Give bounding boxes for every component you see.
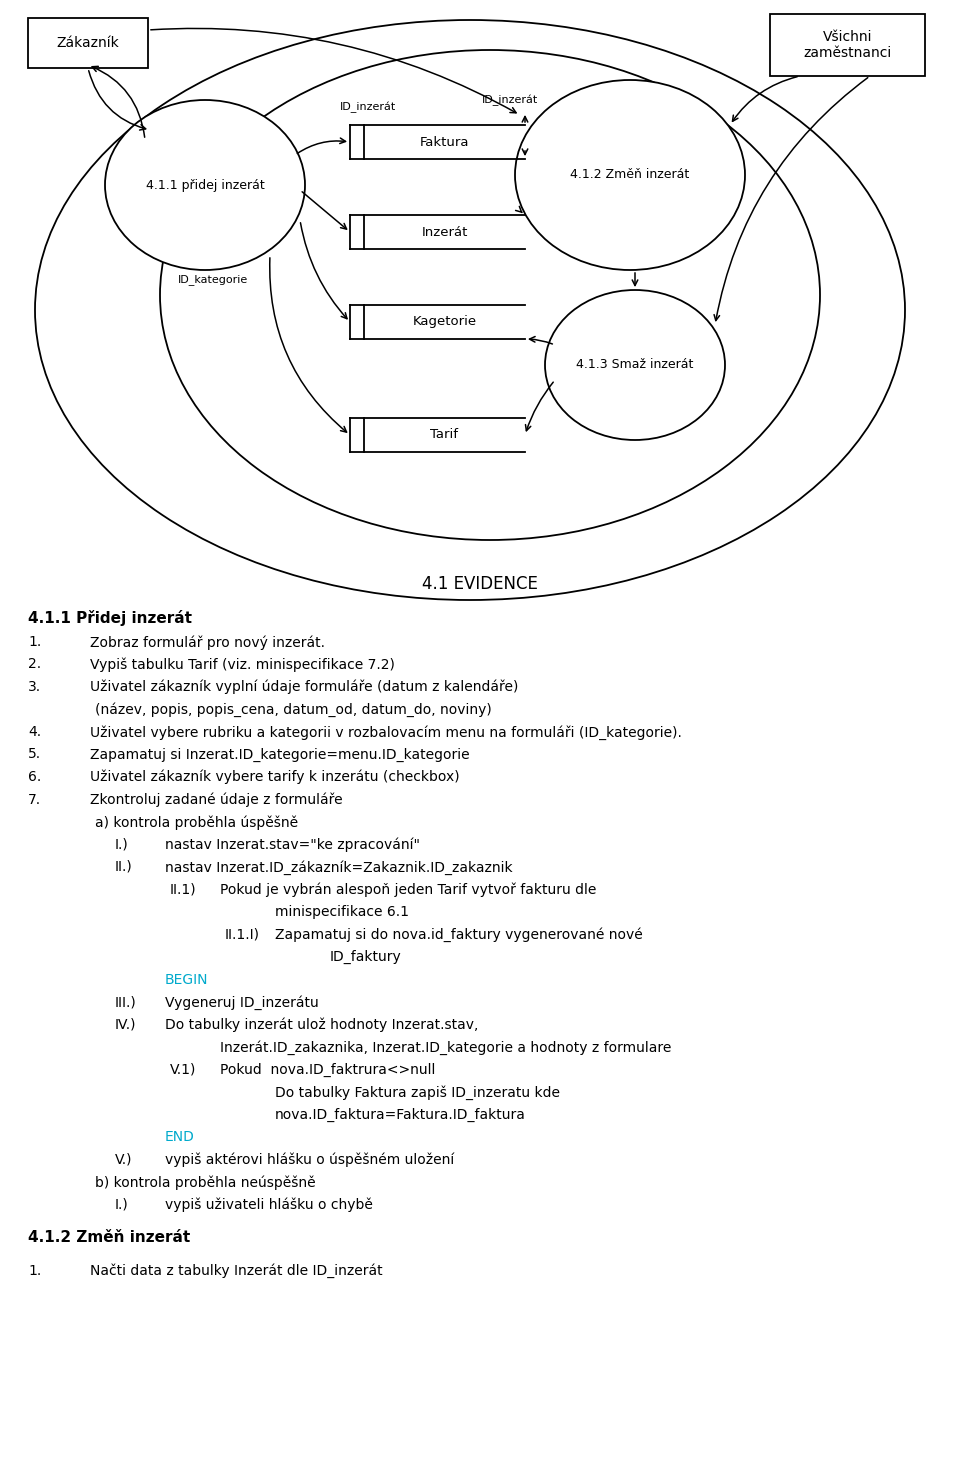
Text: V.): V.) [115, 1152, 132, 1167]
Text: Pokud je vybrán alespoň jeden Tarif vytvoř fakturu dle: Pokud je vybrán alespoň jeden Tarif vytv… [220, 882, 596, 897]
Text: a) kontrola proběhla úspěšně: a) kontrola proběhla úspěšně [95, 815, 299, 830]
Text: IV.): IV.) [115, 1018, 136, 1031]
Text: nova.ID_faktura=Faktura.ID_faktura: nova.ID_faktura=Faktura.ID_faktura [275, 1108, 526, 1121]
Text: minispecifikace 6.1: minispecifikace 6.1 [275, 905, 409, 919]
Ellipse shape [105, 100, 305, 270]
Text: 4.: 4. [28, 725, 41, 738]
Text: 5.: 5. [28, 747, 41, 762]
Text: 1.: 1. [28, 1264, 41, 1278]
Text: END: END [165, 1130, 195, 1145]
Text: vypiš uživateli hlášku o chybě: vypiš uživateli hlášku o chybě [165, 1198, 372, 1213]
Text: III.): III.) [115, 995, 136, 1009]
Text: Faktura: Faktura [420, 136, 469, 149]
Text: 7.: 7. [28, 793, 41, 806]
Text: 4.1 EVIDENCE: 4.1 EVIDENCE [422, 575, 538, 592]
Text: (název, popis, popis_cena, datum_od, datum_do, noviny): (název, popis, popis_cena, datum_od, dat… [95, 703, 492, 718]
Text: Do tabulky Faktura zapiš ID_inzeratu kde: Do tabulky Faktura zapiš ID_inzeratu kde [275, 1086, 560, 1100]
Ellipse shape [515, 80, 745, 270]
Text: II.1): II.1) [170, 882, 197, 897]
Text: Zkontroluj zadané údaje z formuláře: Zkontroluj zadané údaje z formuláře [90, 793, 343, 806]
Bar [770, 13, 925, 75]
Text: 4.1.3 Smaž inzerát: 4.1.3 Smaž inzerát [576, 359, 694, 372]
Text: 3.: 3. [28, 679, 41, 694]
Text: 2.: 2. [28, 657, 41, 672]
Text: ID_kategorie: ID_kategorie [178, 275, 248, 285]
Text: ID_inzerát: ID_inzerát [340, 102, 396, 112]
Text: Uživatel vybere rubriku a kategorii v rozbalovacím menu na formuláři (ID_kategor: Uživatel vybere rubriku a kategorii v ro… [90, 725, 682, 740]
Text: Všichni
zaměstnanci: Všichni zaměstnanci [804, 30, 892, 61]
Text: Do tabulky inzerát ulož hodnoty Inzerat.stav,: Do tabulky inzerát ulož hodnoty Inzerat.… [165, 1018, 478, 1032]
Text: ID_inzerát: ID_inzerát [482, 95, 539, 106]
Text: Pokud  nova.ID_faktrura<>null: Pokud nova.ID_faktrura<>null [220, 1062, 436, 1077]
Text: II.): II.) [115, 860, 132, 874]
Text: ID_faktury: ID_faktury [330, 950, 401, 964]
Text: Zapamatuj si do nova.id_faktury vygenerované nové: Zapamatuj si do nova.id_faktury vygenero… [275, 928, 643, 942]
Ellipse shape [545, 289, 725, 440]
Text: I.): I.) [115, 837, 129, 852]
Text: Inzerát: Inzerát [421, 226, 468, 238]
Text: Zapamatuj si Inzerat.ID_kategorie=menu.ID_kategorie: Zapamatuj si Inzerat.ID_kategorie=menu.I… [90, 747, 469, 762]
Text: 1.: 1. [28, 635, 41, 648]
Text: 4.1.1 Přidej inzerát: 4.1.1 Přidej inzerát [28, 610, 192, 626]
Text: vypiš aktérovi hlášku o úspěšném uložení: vypiš aktérovi hlášku o úspěšném uložení [165, 1152, 454, 1167]
Text: Kagetorie: Kagetorie [413, 316, 476, 328]
Text: II.1.I): II.1.I) [225, 928, 260, 941]
Text: nastav Inzerat.ID_zákazník=Zakaznik.ID_zakaznik: nastav Inzerat.ID_zákazník=Zakaznik.ID_z… [165, 860, 513, 874]
Text: Zákazník: Zákazník [57, 35, 119, 50]
Text: BEGIN: BEGIN [165, 972, 208, 987]
Text: b) kontrola proběhla neúspěšně: b) kontrola proběhla neúspěšně [95, 1176, 316, 1189]
Text: 4.1.2 Změň inzerát: 4.1.2 Změň inzerát [28, 1230, 190, 1245]
Text: I.): I.) [115, 1198, 129, 1211]
Text: Tarif: Tarif [430, 428, 459, 442]
Text: nastav Inzerat.stav="ke zpracování": nastav Inzerat.stav="ke zpracování" [165, 837, 420, 852]
Text: 6.: 6. [28, 770, 41, 784]
Text: Uživatel zákazník vybere tarify k inzerátu (checkbox): Uživatel zákazník vybere tarify k inzerá… [90, 770, 460, 784]
Text: Načti data z tabulky Inzerát dle ID_inzerát: Načti data z tabulky Inzerát dle ID_inze… [90, 1264, 383, 1279]
Text: Inzerát.ID_zakaznika, Inzerat.ID_kategorie a hodnoty z formulare: Inzerát.ID_zakaznika, Inzerat.ID_kategor… [220, 1040, 671, 1055]
Bar [28, 18, 148, 68]
Text: Uživatel zákazník vyplní údaje formuláře (datum z kalendáře): Uživatel zákazník vyplní údaje formuláře… [90, 679, 518, 694]
Text: Vygeneruj ID_inzerátu: Vygeneruj ID_inzerátu [165, 995, 319, 1010]
Text: V.1): V.1) [170, 1062, 197, 1077]
Text: Zobraz formulář pro nový inzerát.: Zobraz formulář pro nový inzerát. [90, 635, 325, 650]
Text: 4.1.1 přidej inzerát: 4.1.1 přidej inzerát [146, 179, 264, 192]
Text: Vypiš tabulku Tarif (viz. minispecifikace 7.2): Vypiš tabulku Tarif (viz. minispecifikac… [90, 657, 395, 672]
Text: 4.1.2 Změň inzerát: 4.1.2 Změň inzerát [570, 168, 689, 182]
